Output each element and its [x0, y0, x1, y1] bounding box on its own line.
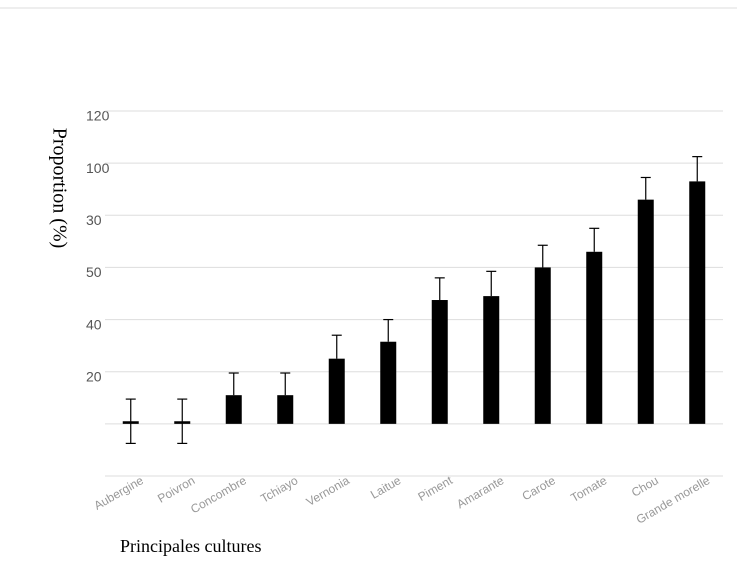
y-tick-label: 100 [86, 160, 110, 176]
x-tick-label: Vernonia [304, 473, 352, 509]
x-tick-label: Carote [520, 473, 558, 503]
x-axis-title: Principales cultures [120, 536, 261, 556]
bar [431, 300, 448, 424]
bar [689, 181, 706, 424]
bar [483, 296, 500, 424]
y-tick-label: 50 [86, 264, 102, 280]
y-tick-label: 120 [86, 108, 110, 124]
x-tick-label: Tchiayo [258, 473, 301, 506]
bar [586, 251, 603, 424]
bar [328, 358, 345, 424]
x-tick-label: Chou [629, 473, 661, 499]
x-tick-label: Concombre [188, 473, 249, 516]
x-tick-label: Amarante [454, 473, 506, 511]
y-tick-label: 40 [86, 316, 102, 332]
x-tick-label: Poivron [155, 473, 197, 505]
bar [637, 199, 654, 424]
x-tick-label: Laitue [368, 473, 404, 502]
x-tick-label: Aubergine [91, 473, 146, 513]
y-tick-label: 20 [86, 368, 102, 384]
bar [277, 395, 294, 424]
bar [225, 395, 242, 424]
y-axis-title: Proportion (%) [48, 128, 70, 249]
x-tick-label: Tomate [568, 473, 609, 505]
x-tick-label: Piment [415, 473, 455, 504]
bar [534, 267, 551, 424]
bar [380, 341, 397, 424]
y-tick-label: 30 [86, 212, 102, 228]
